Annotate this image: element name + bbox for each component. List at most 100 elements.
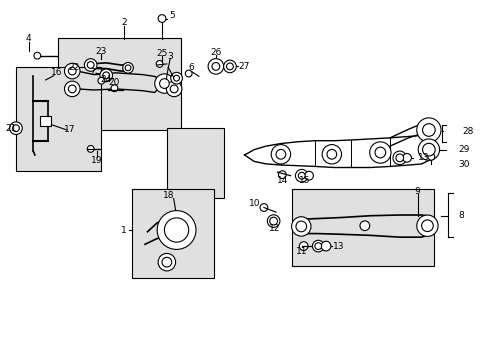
- Text: 23: 23: [96, 47, 107, 56]
- Circle shape: [157, 211, 196, 249]
- Circle shape: [392, 151, 406, 165]
- Circle shape: [322, 145, 341, 164]
- Text: 8: 8: [457, 211, 463, 220]
- Circle shape: [278, 171, 285, 179]
- Circle shape: [34, 52, 41, 59]
- Text: 11: 11: [295, 247, 307, 256]
- Circle shape: [422, 124, 434, 136]
- Circle shape: [102, 75, 109, 82]
- Bar: [59, 38, 181, 130]
- Circle shape: [13, 125, 20, 132]
- Text: 13: 13: [417, 153, 429, 162]
- Text: 22: 22: [68, 63, 79, 72]
- Circle shape: [166, 81, 182, 97]
- Text: 4: 4: [26, 35, 31, 44]
- Text: 2: 2: [121, 18, 127, 27]
- Text: 14: 14: [276, 176, 287, 185]
- Text: 29: 29: [457, 145, 468, 154]
- Text: 21: 21: [5, 124, 16, 133]
- Circle shape: [291, 217, 310, 236]
- Circle shape: [421, 220, 432, 231]
- Text: 25: 25: [156, 49, 167, 58]
- Text: 26: 26: [210, 48, 221, 57]
- Circle shape: [298, 172, 305, 179]
- Circle shape: [185, 70, 192, 77]
- Circle shape: [427, 153, 434, 160]
- Circle shape: [326, 149, 336, 159]
- Text: 13: 13: [332, 242, 344, 251]
- Circle shape: [125, 65, 131, 71]
- Circle shape: [223, 60, 236, 73]
- Text: 17: 17: [64, 126, 76, 135]
- Circle shape: [267, 215, 279, 228]
- Text: 1: 1: [121, 225, 127, 234]
- Circle shape: [314, 243, 321, 249]
- Circle shape: [102, 72, 109, 79]
- Circle shape: [295, 170, 307, 182]
- Circle shape: [359, 221, 369, 230]
- Text: 18: 18: [162, 191, 174, 200]
- Circle shape: [212, 63, 219, 70]
- Circle shape: [10, 122, 22, 135]
- Circle shape: [295, 221, 306, 232]
- Circle shape: [312, 240, 324, 252]
- Circle shape: [321, 241, 330, 251]
- Circle shape: [84, 59, 97, 71]
- Circle shape: [260, 204, 267, 211]
- Circle shape: [269, 217, 277, 225]
- Circle shape: [122, 63, 133, 73]
- Circle shape: [402, 153, 410, 162]
- Circle shape: [100, 69, 112, 82]
- Text: 16: 16: [50, 68, 62, 77]
- Circle shape: [374, 147, 385, 158]
- Text: 5: 5: [169, 11, 175, 20]
- Text: 19: 19: [91, 156, 102, 165]
- Circle shape: [173, 75, 179, 81]
- Text: 9: 9: [414, 187, 420, 196]
- Circle shape: [416, 118, 440, 142]
- Circle shape: [158, 15, 165, 22]
- Circle shape: [162, 257, 171, 267]
- Bar: [17, 67, 101, 171]
- Circle shape: [416, 215, 437, 237]
- Bar: [132, 189, 214, 278]
- Circle shape: [170, 72, 182, 84]
- Circle shape: [159, 79, 169, 89]
- Text: 3: 3: [167, 51, 173, 60]
- Circle shape: [64, 81, 80, 97]
- Text: 7: 7: [89, 68, 94, 77]
- Circle shape: [422, 143, 434, 156]
- Circle shape: [68, 67, 76, 75]
- Text: 30: 30: [457, 160, 468, 169]
- Circle shape: [369, 142, 390, 163]
- Bar: [291, 189, 433, 266]
- Circle shape: [226, 63, 233, 70]
- Circle shape: [208, 59, 223, 74]
- Text: 28: 28: [462, 127, 473, 136]
- Circle shape: [87, 62, 94, 68]
- Circle shape: [111, 85, 118, 91]
- Circle shape: [275, 149, 285, 159]
- Bar: [40, 116, 51, 126]
- Circle shape: [417, 139, 439, 160]
- Text: 27: 27: [238, 62, 249, 71]
- Circle shape: [304, 171, 313, 180]
- Circle shape: [87, 145, 94, 152]
- Circle shape: [299, 242, 307, 251]
- Polygon shape: [244, 134, 428, 167]
- Circle shape: [164, 218, 188, 242]
- Circle shape: [395, 154, 403, 162]
- Bar: [166, 129, 224, 198]
- Circle shape: [64, 63, 80, 79]
- Circle shape: [271, 145, 290, 164]
- Text: 20: 20: [108, 78, 120, 87]
- Text: 10: 10: [249, 199, 261, 208]
- Text: 6: 6: [188, 63, 194, 72]
- Circle shape: [170, 85, 178, 93]
- Circle shape: [156, 60, 163, 67]
- Text: 15: 15: [298, 176, 310, 185]
- Circle shape: [98, 77, 104, 84]
- Circle shape: [158, 253, 175, 271]
- Text: 12: 12: [268, 224, 280, 233]
- Text: 24: 24: [101, 76, 112, 85]
